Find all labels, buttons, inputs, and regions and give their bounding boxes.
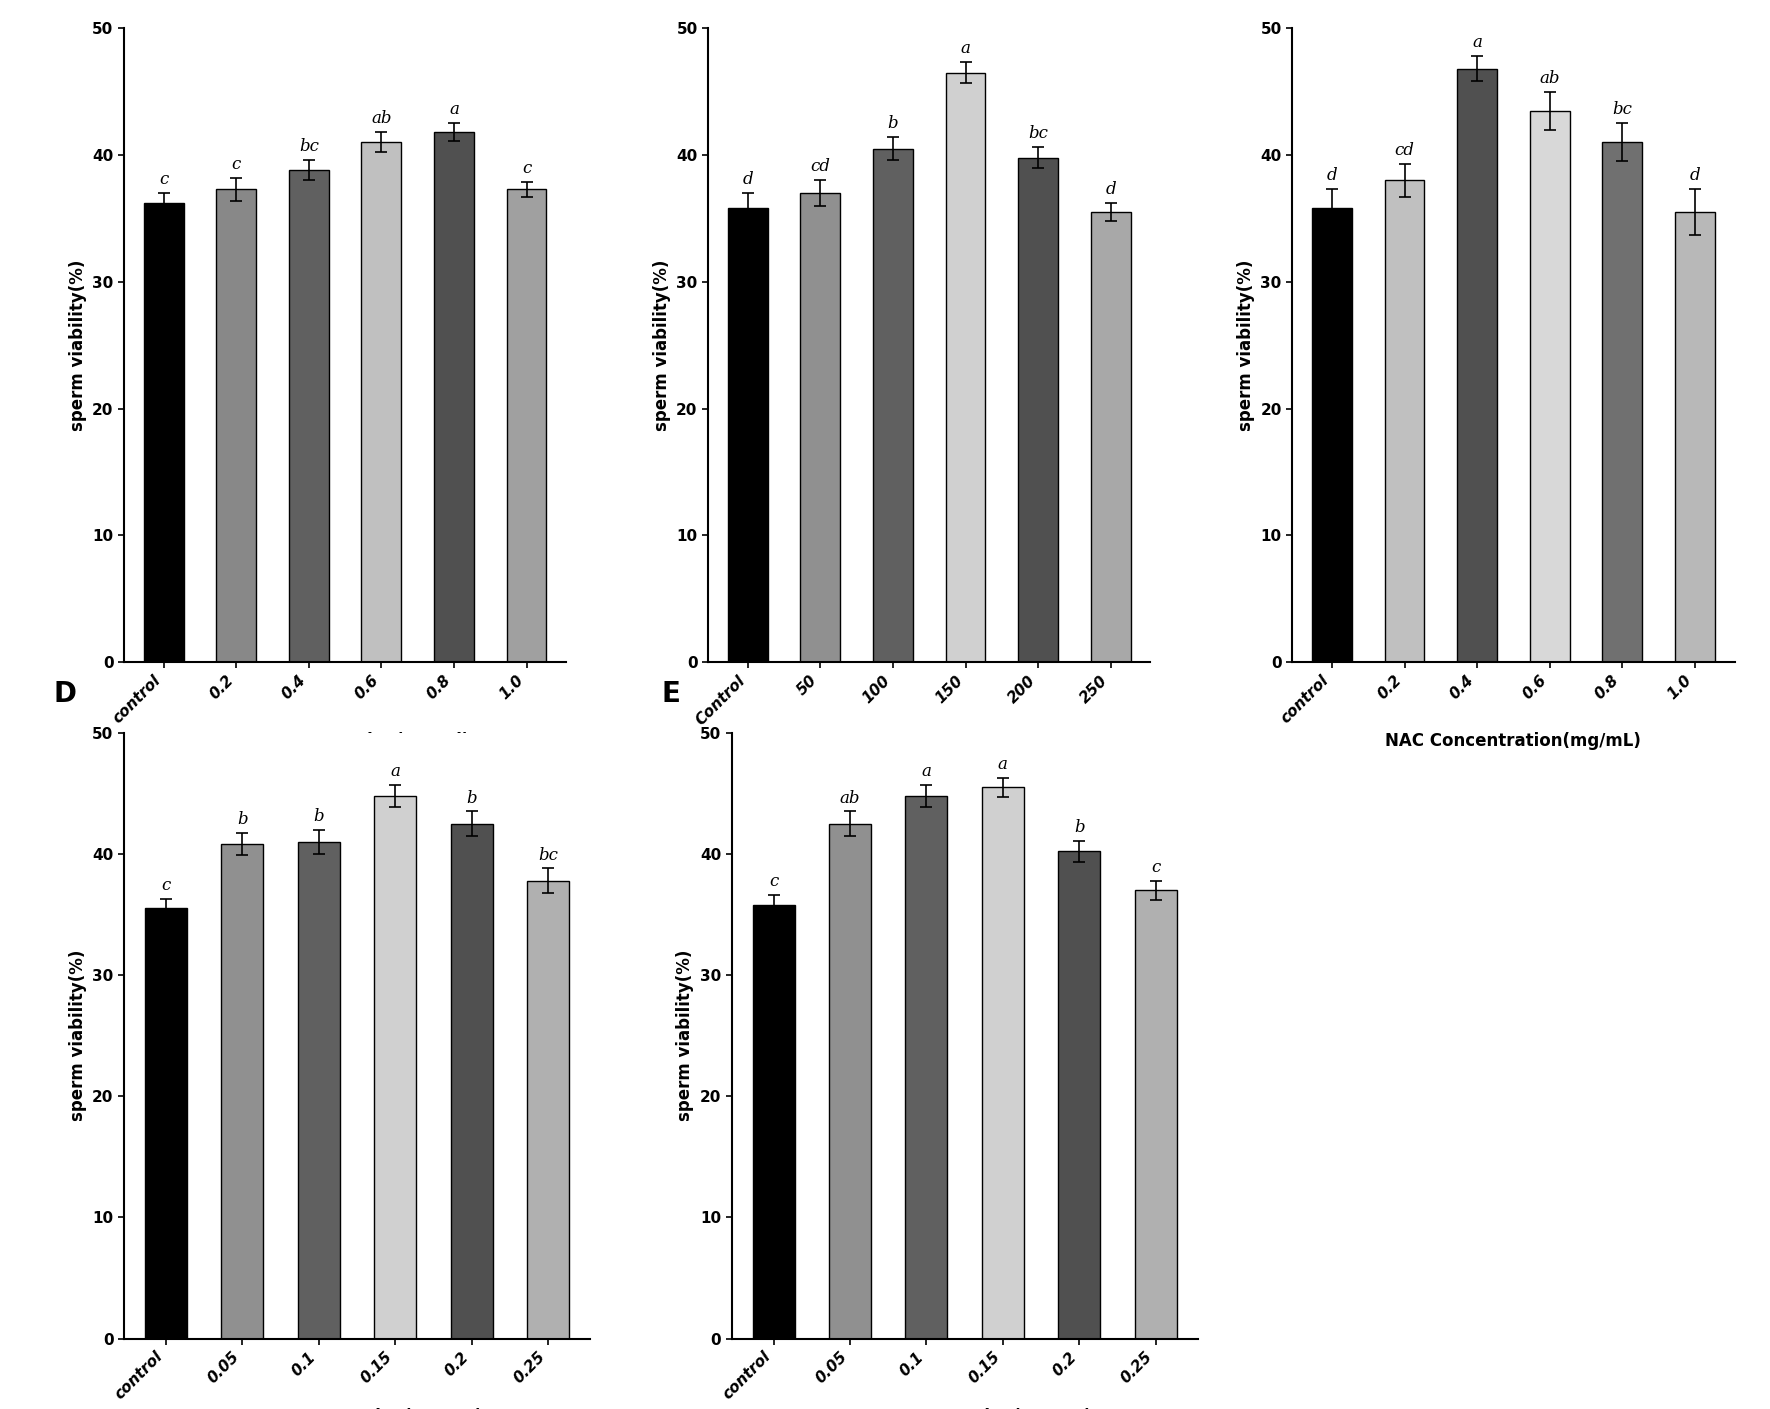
Text: a: a [961, 41, 970, 58]
Y-axis label: sperm viability(%): sperm viability(%) [676, 950, 694, 1122]
Text: bc: bc [538, 847, 558, 864]
Bar [828, 823, 871, 1339]
Text: b: b [889, 116, 899, 132]
Text: bc: bc [299, 138, 319, 155]
Bar [216, 189, 257, 662]
Text: cd: cd [1395, 142, 1414, 159]
Bar [506, 189, 547, 662]
Text: c: c [1150, 858, 1161, 875]
Text: c: c [522, 159, 531, 176]
Text: cd: cd [811, 158, 830, 175]
Text: a: a [922, 762, 931, 781]
X-axis label: NAC Concentration(mg/mL): NAC Concentration(mg/mL) [1386, 731, 1641, 750]
Bar [1018, 158, 1058, 662]
Bar [143, 203, 184, 662]
Bar [145, 909, 188, 1339]
Bar [945, 73, 986, 662]
Bar [361, 142, 402, 662]
Bar [297, 841, 340, 1339]
Text: ab: ab [1540, 69, 1559, 86]
Bar [1058, 851, 1101, 1339]
Y-axis label: sperm viability(%): sperm viability(%) [1237, 259, 1255, 431]
X-axis label: Mito Q Concentration(nmol/L): Mito Q Concentration(nmol/L) [789, 734, 1069, 751]
Text: c: c [768, 874, 779, 890]
Text: d: d [1104, 182, 1115, 199]
Text: B: B [641, 0, 662, 3]
Bar [800, 193, 841, 662]
Y-axis label: sperm viability(%): sperm viability(%) [69, 259, 87, 431]
Bar [1135, 890, 1177, 1339]
Text: a: a [998, 755, 1007, 772]
Bar [527, 881, 568, 1339]
Text: bc: bc [1612, 101, 1632, 118]
Bar [1384, 180, 1425, 662]
Text: b: b [466, 789, 476, 806]
Text: c: c [232, 156, 241, 173]
Text: d: d [743, 170, 754, 187]
Text: d: d [1689, 168, 1699, 185]
Bar [1529, 111, 1570, 662]
Bar [434, 132, 474, 662]
Text: C: C [1225, 0, 1246, 3]
Text: c: c [161, 876, 170, 893]
Bar [289, 170, 329, 662]
Bar [982, 788, 1023, 1339]
Text: ab: ab [839, 789, 860, 806]
Bar [1674, 213, 1715, 662]
Text: d: d [1328, 168, 1338, 185]
X-axis label: GLP Concentration(mg/ml): GLP Concentration(mg/ml) [221, 731, 469, 750]
Text: b: b [1074, 819, 1085, 836]
Text: E: E [662, 681, 680, 709]
Text: a: a [1473, 34, 1481, 51]
Text: ab: ab [372, 110, 391, 127]
Text: bc: bc [1028, 125, 1048, 142]
Text: c: c [159, 170, 168, 187]
Bar [1602, 142, 1643, 662]
Y-axis label: sperm viability(%): sperm viability(%) [69, 950, 87, 1122]
Text: a: a [389, 762, 400, 781]
Bar [373, 796, 416, 1339]
Text: b: b [237, 812, 248, 828]
Bar [1090, 213, 1131, 662]
Bar [1457, 69, 1497, 662]
Y-axis label: sperm viability(%): sperm viability(%) [653, 259, 671, 431]
Bar [727, 209, 768, 662]
Bar [873, 148, 913, 662]
Bar [752, 905, 795, 1339]
Text: b: b [313, 807, 324, 824]
Text: D: D [53, 681, 76, 709]
Bar [1312, 209, 1352, 662]
Bar [221, 844, 264, 1339]
Text: a: a [450, 101, 458, 118]
Bar [906, 796, 947, 1339]
Bar [451, 823, 492, 1339]
Text: A: A [58, 0, 80, 3]
